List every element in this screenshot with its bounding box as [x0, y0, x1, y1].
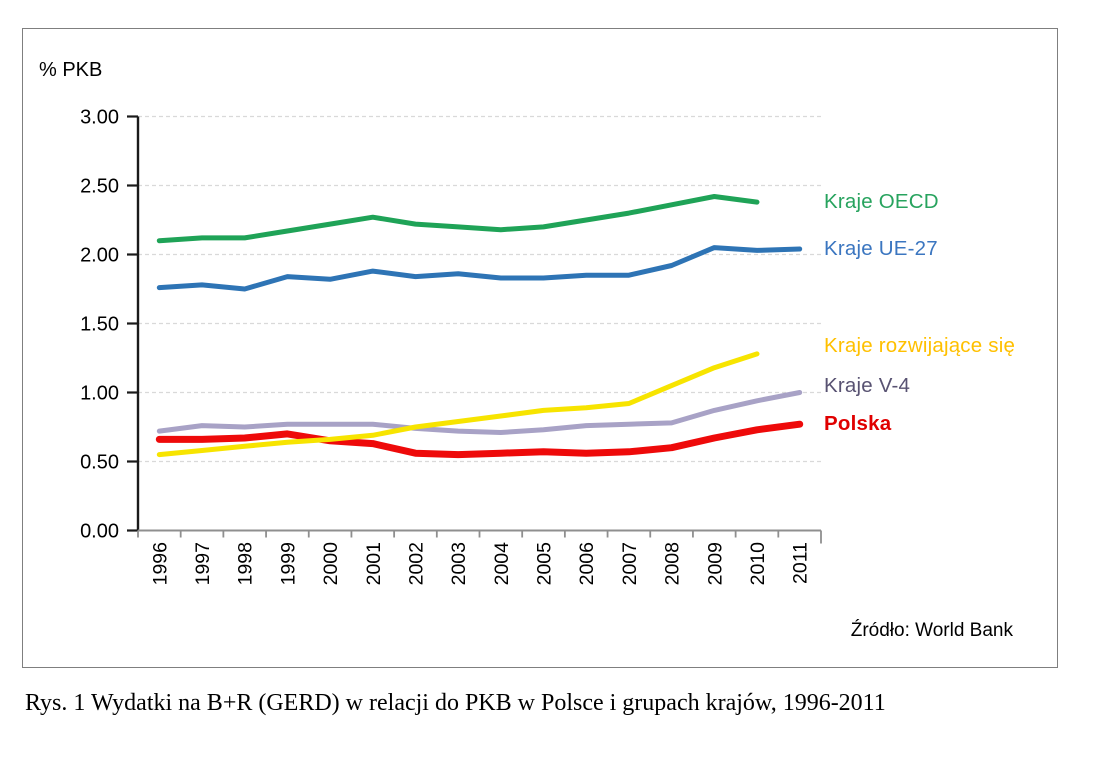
- gerd-line-chart: 0.00 0.50 1.00 1.50 2.00 2.50 3.00 1996 1997 1998…: [80, 107, 822, 586]
- x-tick-label: 2001: [363, 542, 385, 585]
- series-line-kraje-ue-27: [156, 245, 803, 292]
- x-tick-label: 2004: [491, 542, 513, 586]
- x-tick-label: 2002: [405, 542, 427, 585]
- x-tick-label: 1998: [235, 542, 257, 585]
- x-tick-label: 2007: [619, 542, 641, 585]
- x-tick-label: 2000: [320, 542, 342, 586]
- x-tick-label: 2008: [662, 542, 684, 585]
- legend-label-kraje-ue-27: Kraje UE-27: [824, 236, 938, 260]
- chart-frame: % PKB 0.00 0.50 1.00 1.50 2.00 2.50 3.00 1996 19…: [22, 28, 1058, 668]
- series-line-kraje-rozwijajace-sie: [156, 351, 760, 458]
- legend-label-kraje-oecd: Kraje OECD: [824, 190, 939, 214]
- legend-label-kraje-rozwijajace-sie: Kraje rozwijające się: [824, 333, 1016, 357]
- y-tick-label: 2.00: [80, 245, 119, 267]
- x-tick-label: 2003: [448, 542, 470, 585]
- x-tick-label: 2010: [747, 542, 769, 586]
- legend-label-polska: Polska: [824, 412, 892, 436]
- y-tick-label: 2.50: [80, 176, 119, 198]
- y-tick-label: 1.50: [80, 314, 119, 336]
- y-tick-label: 3.00: [80, 107, 119, 129]
- series-line-kraje-oecd: [156, 194, 760, 244]
- legend-label-kraje-v-4: Kraje V-4: [824, 373, 911, 397]
- figure-caption: Rys. 1 Wydatki na B+R (GERD) w relacji d…: [25, 690, 886, 716]
- x-tick-label: 2011: [790, 542, 812, 584]
- x-tick-label: 2006: [576, 542, 598, 585]
- x-tick-label: 2005: [534, 542, 556, 586]
- x-tick-label: 1997: [192, 542, 214, 585]
- series-line-polska: [155, 420, 804, 459]
- x-tick-label: 1996: [149, 542, 171, 585]
- y-axis-title: % PKB: [39, 59, 103, 81]
- source-note: Źródło: World Bank: [850, 620, 1013, 641]
- x-tick-label: 1999: [277, 542, 299, 585]
- y-tick-label: 1.00: [80, 383, 119, 405]
- series-line-kraje-v-4: [156, 390, 803, 435]
- y-tick-label: 0.50: [80, 452, 119, 474]
- x-tick-label: 2009: [704, 542, 726, 585]
- y-tick-label: 0.00: [80, 521, 119, 543]
